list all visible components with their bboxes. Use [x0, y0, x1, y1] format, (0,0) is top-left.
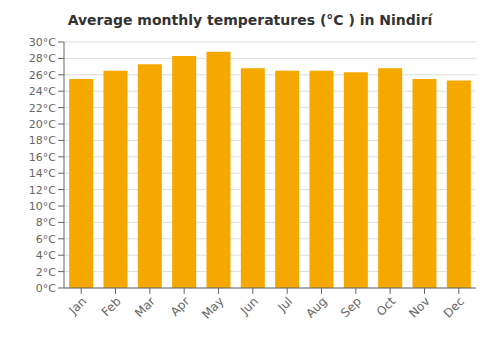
svg-text:Jul: Jul [274, 294, 295, 315]
svg-text:Aug: Aug [303, 294, 329, 320]
svg-text:Sep: Sep [338, 294, 364, 320]
svg-text:28°C: 28°C [29, 52, 56, 65]
svg-text:May: May [199, 294, 226, 321]
svg-text:16°C: 16°C [29, 151, 56, 164]
svg-text:4°C: 4°C [36, 249, 56, 262]
svg-text:20°C: 20°C [29, 118, 56, 131]
svg-text:Oct: Oct [374, 294, 399, 319]
svg-text:Nov: Nov [406, 294, 432, 320]
svg-text:18°C: 18°C [29, 134, 56, 147]
svg-text:22°C: 22°C [29, 102, 56, 115]
html-text:Average monthly temperatures (: Average monthly temperatures (°C ) in Ni… [67, 12, 433, 28]
svg-text:Mar: Mar [132, 294, 158, 320]
svg-text:8°C: 8°C [36, 216, 56, 229]
svg-text:12°C: 12°C [29, 184, 56, 197]
svg-text:6°C: 6°C [36, 233, 56, 246]
svg-text:10°C: 10°C [29, 200, 56, 213]
svg-text:Feb: Feb [99, 294, 124, 319]
svg-text:24°C: 24°C [29, 85, 56, 98]
svg-text:30°C: 30°C [29, 36, 56, 49]
svg-text:Apr: Apr [168, 294, 193, 319]
svg-text:Jan: Jan [66, 294, 90, 318]
svg-text:Jun: Jun [237, 294, 261, 318]
svg-text:2°C: 2°C [36, 266, 56, 279]
svg-text:Dec: Dec [441, 294, 467, 320]
svg-text:14°C: 14°C [29, 167, 56, 180]
svg-text:0°C: 0°C [36, 282, 56, 295]
svg-text:26°C: 26°C [29, 69, 56, 82]
